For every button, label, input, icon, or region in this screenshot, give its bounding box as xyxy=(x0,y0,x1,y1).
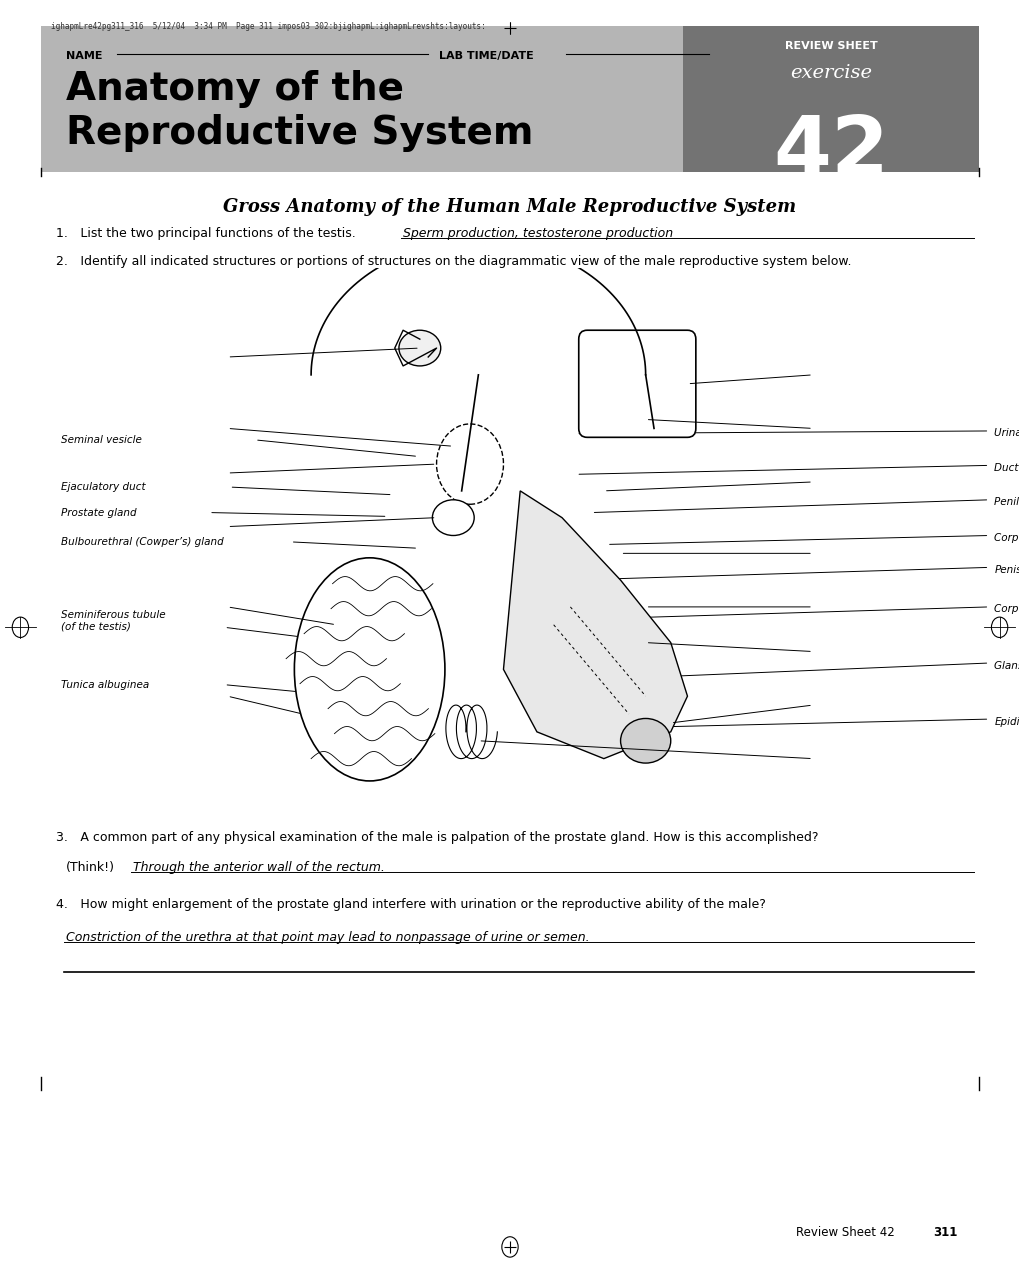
Text: 2. Identify all indicated structures or portions of structures on the diagrammat: 2. Identify all indicated structures or … xyxy=(56,255,851,268)
Text: REVIEW SHEET: REVIEW SHEET xyxy=(785,41,876,51)
Polygon shape xyxy=(503,491,687,759)
Text: Sperm production, testosterone production: Sperm production, testosterone productio… xyxy=(403,227,673,240)
FancyBboxPatch shape xyxy=(578,330,695,437)
Text: Prostate gland: Prostate gland xyxy=(61,507,137,518)
Text: Bulbourethral (Cowper’s) gland: Bulbourethral (Cowper’s) gland xyxy=(61,537,224,547)
Ellipse shape xyxy=(432,500,474,536)
Text: Epididymis: Epididymis xyxy=(994,717,1019,727)
Text: (Think!): (Think!) xyxy=(66,861,115,873)
Text: Ejaculatory duct: Ejaculatory duct xyxy=(61,482,146,492)
Ellipse shape xyxy=(436,423,503,505)
Text: 1. List the two principal functions of the testis.: 1. List the two principal functions of t… xyxy=(56,227,356,240)
Text: Seminiferous tubule
(of the testis): Seminiferous tubule (of the testis) xyxy=(61,611,166,631)
Text: Through the anterior wall of the rectum.: Through the anterior wall of the rectum. xyxy=(132,861,384,873)
Text: Seminal vesicle: Seminal vesicle xyxy=(61,435,142,445)
Text: NAME: NAME xyxy=(66,51,103,61)
Text: 3. A common part of any physical examination of the male is palpation of the pro: 3. A common part of any physical examina… xyxy=(56,831,818,844)
Text: Review Sheet 42: Review Sheet 42 xyxy=(795,1227,894,1239)
Text: Corpus cavernosum: Corpus cavernosum xyxy=(994,533,1019,543)
Text: ighapmLre42pg311_316  5/12/04  3:34 PM  Page 311 impos03 302:bjighapmL:ighapmLre: ighapmLre42pg311_316 5/12/04 3:34 PM Pag… xyxy=(51,22,485,31)
Text: Gross Anatomy of the Human Male Reproductive System: Gross Anatomy of the Human Male Reproduc… xyxy=(223,198,796,215)
Ellipse shape xyxy=(620,719,671,762)
Text: Anatomy of the
Reproductive System: Anatomy of the Reproductive System xyxy=(66,70,533,152)
Bar xyxy=(683,26,978,172)
Text: Constriction of the urethra at that point may lead to nonpassage of urine or sem: Constriction of the urethra at that poin… xyxy=(66,931,589,944)
Text: Glans penis: Glans penis xyxy=(994,660,1019,671)
Text: 311: 311 xyxy=(932,1227,957,1239)
Bar xyxy=(41,26,683,172)
Text: LAB TIME/DATE: LAB TIME/DATE xyxy=(438,51,533,61)
Text: 4. How might enlargement of the prostate gland interfere with urination or the r: 4. How might enlargement of the prostate… xyxy=(56,898,765,910)
Ellipse shape xyxy=(294,558,444,780)
Text: Ductus (vas) deferens: Ductus (vas) deferens xyxy=(994,463,1019,473)
Text: Corpus spongiosum: Corpus spongiosum xyxy=(994,604,1019,615)
Ellipse shape xyxy=(398,330,440,366)
Text: Urinary bladder: Urinary bladder xyxy=(994,428,1019,439)
Text: 42: 42 xyxy=(772,112,889,194)
Text: Penile urethra: Penile urethra xyxy=(994,497,1019,507)
Text: Penis: Penis xyxy=(994,565,1019,575)
Text: Tunica albuginea: Tunica albuginea xyxy=(61,680,150,690)
Text: exercise: exercise xyxy=(790,64,871,82)
